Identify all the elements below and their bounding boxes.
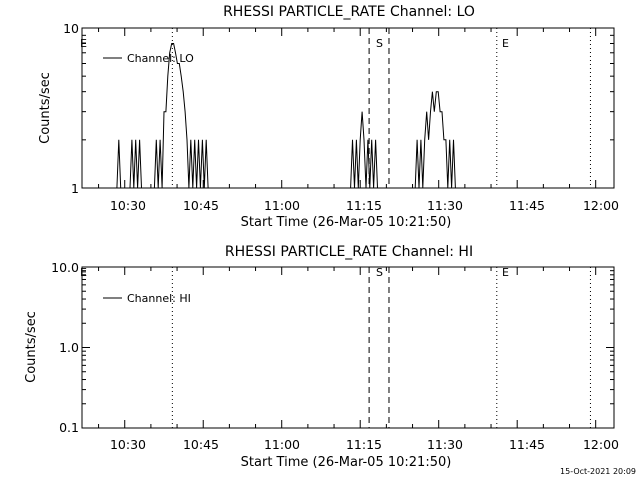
x-tick-label: 11:00 bbox=[264, 437, 300, 452]
panel-hi: RHESSI PARTICLE_RATE Channel: HI 10.0 1.… bbox=[24, 244, 619, 470]
marker-label: S bbox=[376, 37, 383, 50]
x-tick-label: 11:30 bbox=[427, 198, 463, 213]
x-tick-label: 11:45 bbox=[509, 198, 545, 213]
tick-marks bbox=[82, 267, 614, 429]
chart-title: RHESSI PARTICLE_RATE Channel: LO bbox=[223, 4, 475, 20]
x-tick-label: 11:45 bbox=[509, 437, 545, 452]
y-axis-label: Counts/sec bbox=[24, 311, 39, 383]
x-tick-label: 11:30 bbox=[427, 437, 463, 452]
y-tick-label: 10.0 bbox=[51, 260, 79, 275]
x-tick-label: 11:15 bbox=[346, 198, 382, 213]
x-axis-label: Start Time (26-Mar-05 10:21:50) bbox=[241, 455, 452, 470]
legend-label: Channel: HI bbox=[127, 292, 191, 305]
panel-lo: RHESSI PARTICLE_RATE Channel: LO 10 1 Co… bbox=[38, 4, 619, 230]
x-tick-label: 10:45 bbox=[183, 198, 219, 213]
legend-label: Channel: LO bbox=[127, 52, 194, 65]
marker-label: E bbox=[80, 266, 87, 279]
x-tick-label: 10:30 bbox=[110, 198, 146, 213]
y-tick-label: 1.0 bbox=[59, 340, 79, 355]
x-tick-label: 10:30 bbox=[110, 437, 146, 452]
y-tick-label: 10 bbox=[63, 21, 79, 36]
event-markers bbox=[171, 267, 591, 428]
legend: Channel: HI bbox=[103, 292, 191, 305]
x-tick-label: 11:15 bbox=[346, 437, 382, 452]
y-axis-label: Counts/sec bbox=[38, 72, 53, 144]
x-axis-label: Start Time (26-Mar-05 10:21:50) bbox=[241, 215, 452, 230]
x-tick-label: 12:00 bbox=[583, 198, 619, 213]
y-tick-label: 0.1 bbox=[59, 420, 79, 435]
footer-timestamp: 15-Oct-2021 20:09 bbox=[560, 467, 636, 476]
x-tick-label: 12:00 bbox=[583, 437, 619, 452]
y-tick-label: 1 bbox=[71, 181, 79, 196]
chart-title: RHESSI PARTICLE_RATE Channel: HI bbox=[225, 244, 473, 260]
tick-marks bbox=[82, 28, 614, 189]
marker-label: E bbox=[502, 37, 509, 50]
marker-label: E bbox=[502, 266, 509, 279]
series-line-lo bbox=[82, 43, 614, 189]
marker-label: S bbox=[376, 266, 383, 279]
x-tick-label: 11:00 bbox=[264, 198, 300, 213]
x-tick-label: 10:45 bbox=[183, 437, 219, 452]
marker-label: E bbox=[80, 37, 87, 50]
